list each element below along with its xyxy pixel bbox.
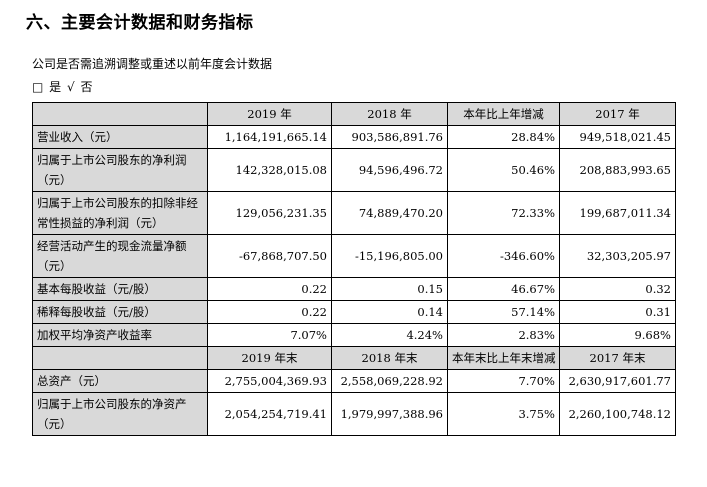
value-cell: 1,979,997,388.96 xyxy=(331,392,448,436)
answer-no: 否 xyxy=(80,80,93,94)
row-label: 总资产（元） xyxy=(32,369,208,393)
table-row: 营业收入（元） 1,164,191,665.14 903,586,891.76 … xyxy=(32,125,676,149)
header-cell xyxy=(32,346,208,370)
value-cell: 7.07% xyxy=(207,323,332,347)
value-cell: 0.14 xyxy=(331,300,448,324)
value-cell: 142,328,015.08 xyxy=(207,148,332,192)
table-header-row: 2019 年 2018 年 本年比上年增减 2017 年 xyxy=(32,102,676,126)
value-cell: 1,164,191,665.14 xyxy=(207,125,332,149)
value-cell: 2,260,100,748.12 xyxy=(559,392,676,436)
header-cell: 2019 年 xyxy=(207,102,332,126)
value-cell: 0.22 xyxy=(207,277,332,301)
table-header-row: 2019 年末 2018 年末 本年末比上年末增减 2017 年末 xyxy=(32,346,676,370)
value-cell: 0.32 xyxy=(559,277,676,301)
value-cell: 7.70% xyxy=(447,369,560,393)
value-cell: 50.46% xyxy=(447,148,560,192)
value-cell: 9.68% xyxy=(559,323,676,347)
header-cell: 2018 年末 xyxy=(331,346,448,370)
header-cell: 2017 年 xyxy=(559,102,676,126)
table-row: 总资产（元） 2,755,004,369.93 2,558,069,228.92… xyxy=(32,369,676,393)
value-cell: 3.75% xyxy=(447,392,560,436)
value-cell: 2,755,004,369.93 xyxy=(207,369,332,393)
row-label: 归属于上市公司股东的净利润（元） xyxy=(32,148,208,192)
row-label: 营业收入（元） xyxy=(32,125,208,149)
value-cell: 28.84% xyxy=(447,125,560,149)
table-row: 归属于上市公司股东的扣除非经常性损益的净利润（元） 129,056,231.35… xyxy=(32,191,676,235)
value-cell: 94,596,496.72 xyxy=(331,148,448,192)
header-cell: 2019 年末 xyxy=(207,346,332,370)
header-cell: 2017 年末 xyxy=(559,346,676,370)
row-label: 归属于上市公司股东的扣除非经常性损益的净利润（元） xyxy=(32,191,208,235)
value-cell: -15,196,805.00 xyxy=(331,234,448,278)
header-cell xyxy=(32,102,208,126)
value-cell: 0.31 xyxy=(559,300,676,324)
value-cell: 199,687,011.34 xyxy=(559,191,676,235)
row-label: 稀释每股收益（元/股） xyxy=(32,300,208,324)
row-label: 基本每股收益（元/股） xyxy=(32,277,208,301)
row-label: 经营活动产生的现金流量净额（元） xyxy=(32,234,208,278)
value-cell: -346.60% xyxy=(447,234,560,278)
value-cell: 208,883,993.65 xyxy=(559,148,676,192)
value-cell: 2,630,917,601.77 xyxy=(559,369,676,393)
value-cell: 57.14% xyxy=(447,300,560,324)
value-cell: 2,558,069,228.92 xyxy=(331,369,448,393)
header-cell: 本年比上年增减 xyxy=(447,102,560,126)
check-mark-icon: √ xyxy=(67,80,75,94)
header-cell: 2018 年 xyxy=(331,102,448,126)
table-row: 稀释每股收益（元/股） 0.22 0.14 57.14% 0.31 xyxy=(32,300,676,324)
restatement-question: 公司是否需追溯调整或重述以前年度会计数据 xyxy=(32,57,273,71)
row-label: 加权平均净资产收益率 xyxy=(32,323,208,347)
row-label: 归属于上市公司股东的净资产（元） xyxy=(32,392,208,436)
value-cell: 903,586,891.76 xyxy=(331,125,448,149)
section-title: 六、主要会计数据和财务指标 xyxy=(26,13,254,33)
table-row: 经营活动产生的现金流量净额（元） -67,868,707.50 -15,196,… xyxy=(32,234,676,278)
table-row: 归属于上市公司股东的净资产（元） 2,054,254,719.41 1,979,… xyxy=(32,392,676,436)
header-cell: 本年末比上年末增减 xyxy=(447,346,560,370)
checkbox-icon: □ xyxy=(32,80,44,94)
value-cell: 2.83% xyxy=(447,323,560,347)
value-cell: -67,868,707.50 xyxy=(207,234,332,278)
value-cell: 0.22 xyxy=(207,300,332,324)
restatement-answer: □ 是 √ 否 xyxy=(32,78,95,95)
value-cell: 74,889,470.20 xyxy=(331,191,448,235)
table-row: 归属于上市公司股东的净利润（元） 142,328,015.08 94,596,4… xyxy=(32,148,676,192)
table-row: 基本每股收益（元/股） 0.22 0.15 46.67% 0.32 xyxy=(32,277,676,301)
value-cell: 72.33% xyxy=(447,191,560,235)
answer-yes: 是 xyxy=(49,80,62,94)
value-cell: 129,056,231.35 xyxy=(207,191,332,235)
value-cell: 46.67% xyxy=(447,277,560,301)
financial-indicators-table: 2019 年 2018 年 本年比上年增减 2017 年 营业收入（元） 1,1… xyxy=(32,102,676,436)
value-cell: 4.24% xyxy=(331,323,448,347)
table-row: 加权平均净资产收益率 7.07% 4.24% 2.83% 9.68% xyxy=(32,323,676,347)
value-cell: 0.15 xyxy=(331,277,448,301)
value-cell: 949,518,021.45 xyxy=(559,125,676,149)
value-cell: 2,054,254,719.41 xyxy=(207,392,332,436)
value-cell: 32,303,205.97 xyxy=(559,234,676,278)
